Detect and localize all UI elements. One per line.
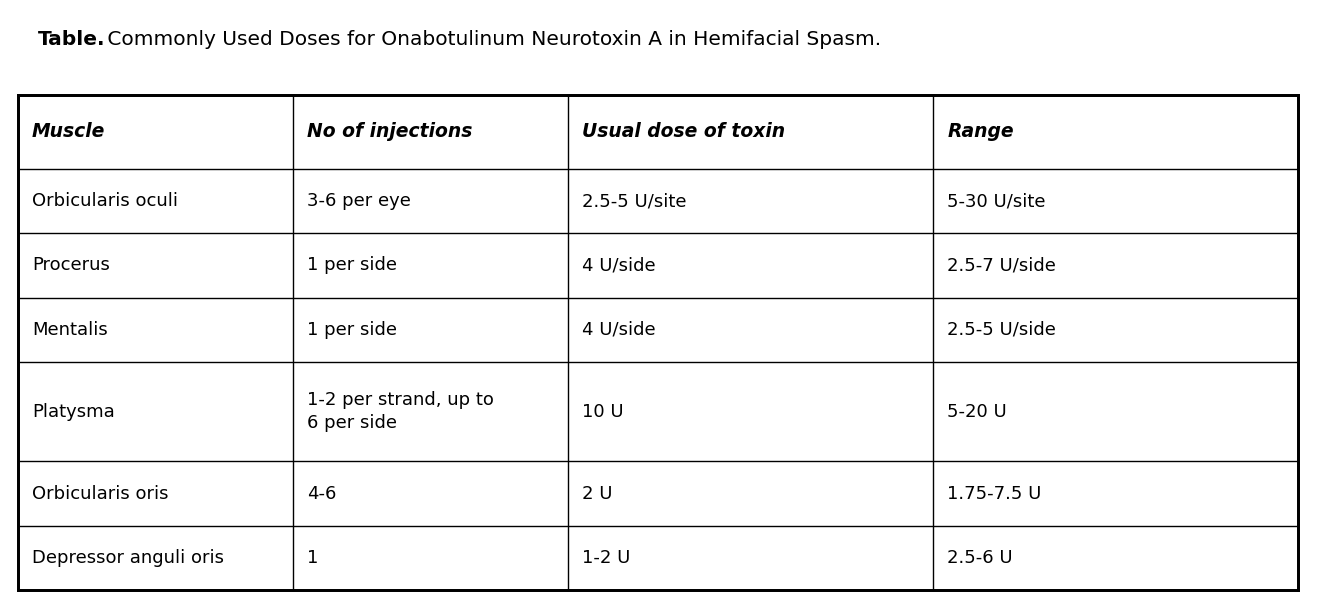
- Text: 1-2 U: 1-2 U: [583, 549, 631, 567]
- Text: 1 per side: 1 per side: [307, 320, 397, 338]
- Text: 2.5-6 U: 2.5-6 U: [948, 549, 1012, 567]
- Text: 2 U: 2 U: [583, 485, 613, 503]
- Text: 3-6 per eye: 3-6 per eye: [307, 192, 411, 210]
- Text: Depressor anguli oris: Depressor anguli oris: [32, 549, 224, 567]
- Text: Mentalis: Mentalis: [32, 320, 108, 338]
- Text: No of injections: No of injections: [307, 122, 473, 142]
- Text: Table.: Table.: [38, 30, 105, 49]
- Text: 1: 1: [307, 549, 319, 567]
- Text: 2.5-5 U/site: 2.5-5 U/site: [583, 192, 687, 210]
- Text: 10 U: 10 U: [583, 403, 623, 421]
- Text: Commonly Used Doses for Onabotulinum Neurotoxin A in Hemifacial Spasm.: Commonly Used Doses for Onabotulinum Neu…: [101, 30, 882, 49]
- Text: Orbicularis oculi: Orbicularis oculi: [32, 192, 178, 210]
- Text: 2.5-7 U/side: 2.5-7 U/side: [948, 256, 1056, 274]
- Text: 4 U/side: 4 U/side: [583, 320, 656, 338]
- Text: 1 per side: 1 per side: [307, 256, 397, 274]
- Text: Procerus: Procerus: [32, 256, 109, 274]
- Text: 4 U/side: 4 U/side: [583, 256, 656, 274]
- Text: Muscle: Muscle: [32, 122, 105, 142]
- Bar: [18, 95, 1298, 590]
- Text: Usual dose of toxin: Usual dose of toxin: [583, 122, 786, 142]
- Text: 2.5-5 U/side: 2.5-5 U/side: [948, 320, 1056, 338]
- Text: 5-30 U/site: 5-30 U/site: [948, 192, 1045, 210]
- Text: Range: Range: [948, 122, 1014, 142]
- Text: 5-20 U: 5-20 U: [948, 403, 1007, 421]
- Text: 4-6: 4-6: [307, 485, 336, 503]
- Text: 1.75-7.5 U: 1.75-7.5 U: [948, 485, 1041, 503]
- Text: 1-2 per strand, up to
6 per side: 1-2 per strand, up to 6 per side: [307, 391, 494, 433]
- Text: Orbicularis oris: Orbicularis oris: [32, 485, 169, 503]
- Text: Platysma: Platysma: [32, 403, 115, 421]
